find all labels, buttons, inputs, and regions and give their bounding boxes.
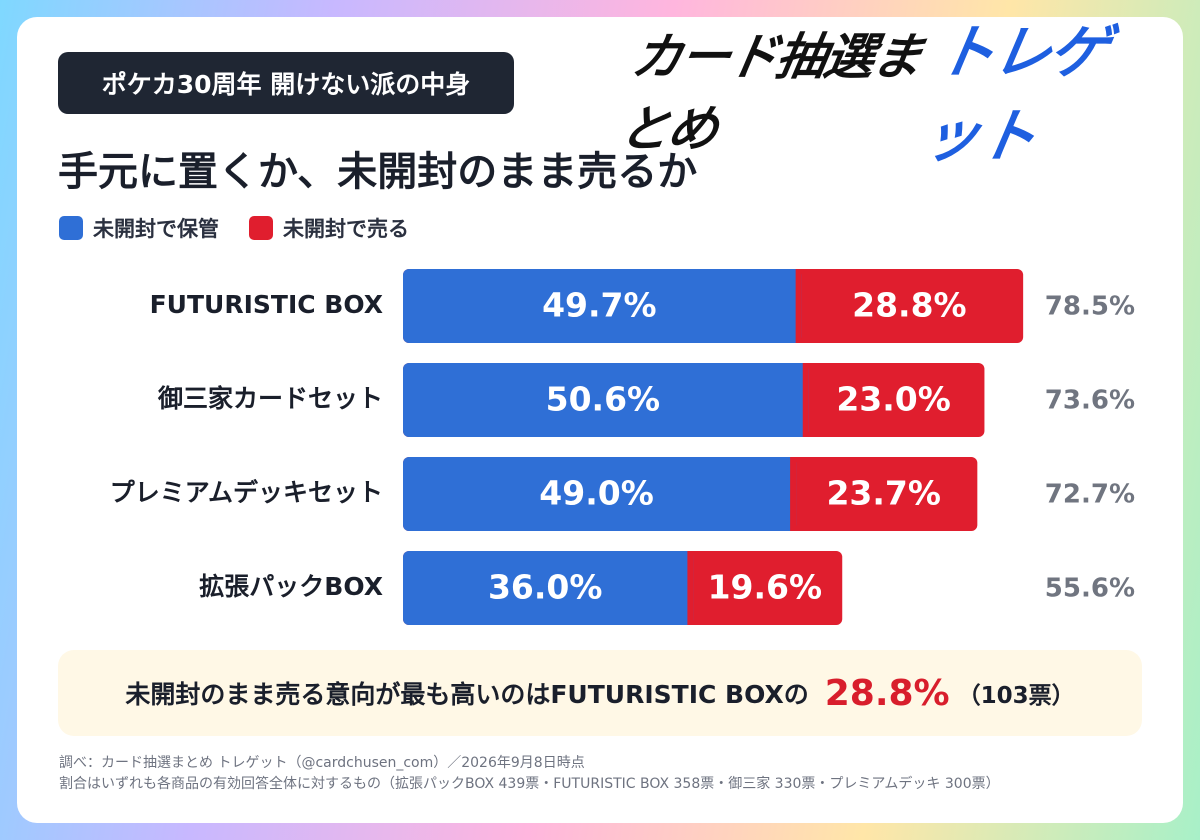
summary-votes: （103票） [957, 683, 1075, 709]
bar-total-label: 72.7% [1045, 480, 1135, 510]
legend-swatch-keep [59, 216, 83, 240]
chart-legend: 未開封で保管 未開封で売る [59, 213, 409, 243]
source-note-line2: 割合はいずれも各商品の有効回答全体に対するもの（拡張パックBOX 439票・FU… [59, 776, 1000, 792]
legend-label-keep: 未開封で保管 [93, 217, 219, 241]
legend-item-sell: 未開封で売る [249, 213, 409, 243]
bar-total-label: 55.6% [1045, 574, 1135, 604]
summary-text: 未開封のまま売る意向が最も高いのはFUTURISTIC BOXの [125, 680, 809, 709]
summary-highlight: 28.8% [824, 672, 950, 714]
infographic-card: ポケカ30周年 開けない派の中身 カード抽選まとめ トレゲット 手元に置くか、未… [17, 17, 1183, 823]
bar-sell-label: 23.0% [836, 380, 951, 419]
category-label: 御三家カードセット [157, 384, 383, 413]
bar-keep-label: 50.6% [546, 380, 661, 419]
bar-sell-label: 23.7% [826, 474, 941, 513]
stacked-bar-chart: FUTURISTIC BOX 49.7% 28.8% 78.5% 御三家カードセット 50… [110, 269, 1135, 625]
bar-sell-label: 28.8% [852, 286, 967, 325]
bar-keep-label: 49.7% [542, 286, 657, 325]
bar-keep [403, 363, 809, 437]
bar-sell-edge [790, 457, 797, 531]
bar-sell-label: 19.6% [708, 568, 823, 607]
topic-tag: ポケカ30周年 開けない派の中身 [58, 52, 514, 114]
source-notes: 調べ：カード抽選まとめ トレゲット（@cardchusen_com）／2026年… [59, 753, 1000, 795]
bar-keep [403, 269, 802, 343]
category-label: 拡張パックBOX [199, 572, 383, 601]
bar-keep-label: 49.0% [539, 474, 654, 513]
bar-keep-label: 36.0% [488, 568, 603, 607]
bar-total-label: 73.6% [1045, 386, 1135, 416]
bar-sell-edge [802, 363, 809, 437]
bar-total-label: 78.5% [1045, 292, 1135, 322]
chart-title: 手元に置くか、未開封のまま売るか [58, 149, 698, 195]
source-note-line1: 調べ：カード抽選まとめ トレゲット（@cardchusen_com）／2026年… [59, 755, 585, 771]
category-label: FUTURISTIC BOX [150, 290, 383, 319]
legend-label-sell: 未開封で売る [283, 217, 409, 241]
bar-keep [403, 551, 694, 625]
legend-swatch-sell [249, 216, 273, 240]
bar-sell-edge [795, 269, 802, 343]
summary-callout: 未開封のまま売る意向が最も高いのはFUTURISTIC BOXの 28.8% （… [58, 650, 1142, 736]
category-label: プレミアムデッキセット [110, 478, 383, 507]
bar-sell-edge [687, 551, 694, 625]
legend-item-keep: 未開封で保管 [59, 213, 219, 243]
bar-keep [403, 457, 797, 531]
